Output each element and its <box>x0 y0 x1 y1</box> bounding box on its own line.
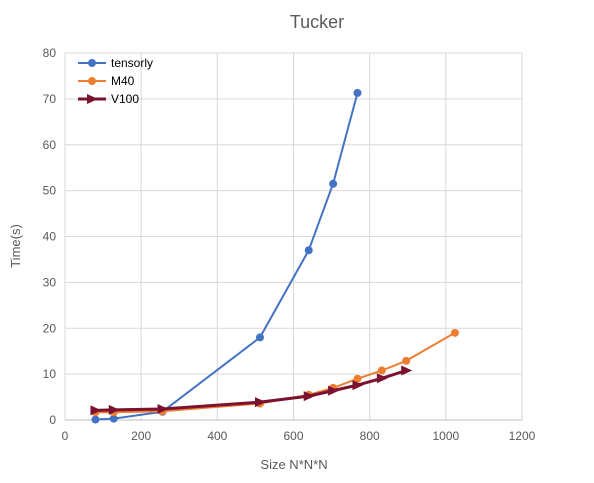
x-axis-label: Size N*N*N <box>260 457 327 472</box>
y-tick-label: 50 <box>43 184 57 198</box>
legend-label: tensorly <box>111 56 153 70</box>
y-tick-label: 30 <box>43 275 57 289</box>
data-point <box>353 374 362 383</box>
data-point <box>90 405 102 416</box>
data-point <box>402 356 411 365</box>
legend: tensorly M40 V100 <box>78 56 153 106</box>
data-point <box>303 391 315 402</box>
data-point <box>377 366 386 375</box>
legend-marker <box>88 77 96 85</box>
y-tick-label: 20 <box>43 321 57 335</box>
x-tick-label: 0 <box>62 429 69 443</box>
data-point <box>109 414 118 423</box>
legend-entry-v100: V100 <box>78 92 139 106</box>
chart-title: Tucker <box>290 12 344 32</box>
y-tick-label: 10 <box>43 367 57 381</box>
y-tick-label: 60 <box>43 138 57 152</box>
data-point <box>353 88 362 97</box>
legend-marker <box>87 94 98 104</box>
x-tick-label: 800 <box>360 429 380 443</box>
data-point <box>450 328 459 337</box>
data-point <box>157 403 169 414</box>
series-tensorly <box>91 88 362 424</box>
data-point <box>376 373 388 384</box>
x-tick-label: 1200 <box>509 429 536 443</box>
series-v100 <box>90 365 413 416</box>
y-tick-label: 40 <box>43 230 57 244</box>
data-point <box>255 333 264 342</box>
data-point <box>254 397 266 408</box>
y-tick-label: 70 <box>43 92 57 106</box>
data-point <box>352 380 364 391</box>
x-tick-label: 600 <box>283 429 303 443</box>
legend-marker <box>88 59 96 67</box>
data-point <box>329 179 338 188</box>
grid-lines <box>64 52 523 421</box>
y-tick-label: 0 <box>49 413 56 427</box>
series-line <box>95 92 359 421</box>
x-tick-label: 1000 <box>432 429 459 443</box>
data-point <box>108 404 120 415</box>
data-point <box>91 415 100 424</box>
legend-entry-tensorly: tensorly <box>78 56 153 70</box>
x-tick-label: 400 <box>207 429 227 443</box>
y-tick-label: 80 <box>43 46 57 60</box>
data-point <box>401 365 413 376</box>
data-point <box>328 385 340 396</box>
series-line <box>95 331 456 414</box>
data-series <box>90 88 459 424</box>
legend-label: M40 <box>111 74 135 88</box>
data-point <box>304 246 313 255</box>
legend-entry-m40: M40 <box>78 74 135 88</box>
y-axis-label: Time(s) <box>8 224 23 268</box>
x-tick-label: 200 <box>131 429 151 443</box>
legend-label: V100 <box>111 92 139 106</box>
